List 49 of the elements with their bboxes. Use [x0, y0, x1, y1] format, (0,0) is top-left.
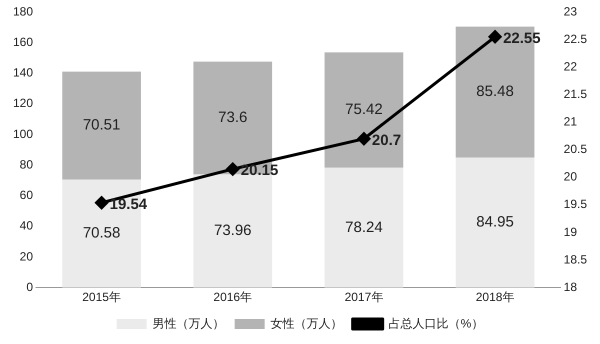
data-label: 75.42: [345, 101, 383, 118]
y2-tick-label: 18.5: [564, 252, 588, 266]
y-tick-label: 100: [12, 126, 34, 141]
point: [95, 196, 108, 210]
bar: [62, 72, 141, 180]
y2-tick-label: 20: [564, 170, 578, 184]
point: [488, 30, 502, 44]
point: [226, 162, 240, 176]
data-label: 78.24: [345, 218, 383, 236]
y2-tick-label: 21: [564, 114, 578, 129]
legend-label: 占总人口比（%）: [388, 316, 484, 330]
data-label: 73.6: [218, 109, 248, 126]
y2-tick-label: 18: [564, 280, 578, 294]
y2-tick-label: 19.5: [564, 197, 588, 212]
data-label: 20.15: [240, 162, 278, 180]
data-label: 70.58: [82, 224, 120, 242]
y2-tick-label: 22: [564, 59, 578, 74]
y2-tick-label: 23: [564, 4, 578, 18]
data-label: 22.55: [503, 30, 541, 47]
bar: [193, 174, 272, 288]
y-tick-label: 60: [20, 188, 34, 202]
data-label: 73.96: [214, 222, 252, 240]
data-label: 19.54: [110, 196, 148, 213]
data-label: 84.95: [476, 214, 514, 231]
y-tick-label: 40: [20, 218, 34, 233]
data-label: 70.51: [82, 116, 120, 134]
data-label: 20.7: [372, 132, 402, 149]
y-tick-label: 140: [12, 66, 34, 80]
point: [357, 132, 370, 146]
y-tick-label: 0: [26, 280, 34, 294]
y-tick-label: 160: [12, 34, 34, 49]
x-tick-label: 2016年: [213, 290, 252, 304]
data-label: 85.48: [476, 83, 514, 100]
x-tick-label: 2018年: [476, 290, 514, 304]
y-tick-label: 180: [12, 4, 34, 18]
bar: [456, 158, 534, 288]
legend-label: 女性（万人）: [270, 316, 343, 330]
bar: [324, 52, 404, 168]
bar: [324, 168, 404, 288]
y2-tick-label: 21.5: [564, 86, 588, 101]
y2-tick-label: 19: [564, 224, 578, 239]
y-tick-label: 120: [12, 96, 34, 110]
legend-label: 男性（万人）: [152, 316, 225, 330]
y2-tick-label: 20.5: [564, 142, 588, 156]
x-tick-label: 2015年: [82, 290, 121, 304]
y-tick-label: 20: [20, 249, 34, 264]
y2-tick-label: 22.5: [564, 32, 588, 46]
x-tick-label: 2017年: [344, 290, 384, 304]
y-tick-label: 80: [20, 157, 34, 172]
